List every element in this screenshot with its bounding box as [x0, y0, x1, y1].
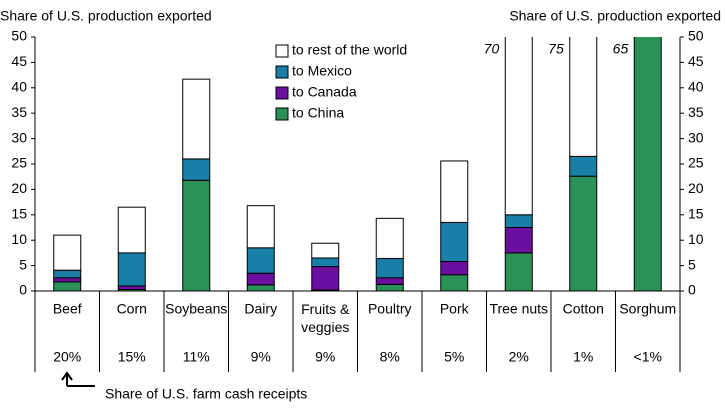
legend-swatch — [275, 44, 289, 58]
total-label: 65 — [613, 41, 629, 57]
receipt-share: 1% — [573, 349, 593, 365]
legend-label: to Mexico — [292, 63, 352, 79]
y2-tick-label: 40 — [688, 79, 704, 95]
bar-segment — [504, 227, 533, 254]
bar-segment — [117, 285, 146, 290]
x-tick-label: Fruits & veggies — [301, 301, 350, 335]
x-tick-label: Poultry — [368, 301, 412, 317]
bar-segment — [117, 206, 146, 254]
bar-segment — [182, 179, 211, 291]
legend-swatch — [275, 86, 289, 100]
y-tick-label: 30 — [11, 129, 27, 145]
bar-segment — [504, 252, 533, 291]
y-tick-label: 5 — [19, 256, 27, 272]
receipt-share: 9% — [251, 349, 271, 365]
bar-segment — [246, 284, 275, 291]
bar-segment — [311, 266, 340, 291]
y2-tick-label: 10 — [688, 231, 704, 247]
y-tick-label: 45 — [11, 53, 27, 69]
bar-segment — [375, 217, 404, 259]
x-tick-label: Sorghum — [619, 301, 676, 317]
bar-segment — [246, 247, 275, 274]
legend-label: to rest of the world — [292, 42, 407, 58]
receipt-share: 5% — [444, 349, 464, 365]
bar-segment — [117, 252, 146, 287]
bar-segment — [182, 78, 211, 160]
y-tick-label: 25 — [11, 155, 27, 171]
bar-segment — [504, 214, 533, 229]
y2-tick-label: 20 — [688, 180, 704, 196]
y2-tick-label: 50 — [688, 28, 704, 44]
y2-tick-label: 15 — [688, 206, 704, 222]
bar-segment — [569, 175, 598, 291]
y2-axis-title: Share of U.S. production exported — [509, 8, 721, 24]
y2-tick-label: 25 — [688, 155, 704, 171]
x-tick-label: Tree nuts — [489, 301, 548, 317]
y-tick-label: 50 — [11, 28, 27, 44]
y-tick-label: 40 — [11, 79, 27, 95]
x-tick-label: Cotton — [563, 301, 604, 317]
x-tick-label: Corn — [117, 301, 147, 317]
y-tick-label: 20 — [11, 180, 27, 196]
bar-segment — [633, 37, 662, 291]
receipt-share: 8% — [380, 349, 400, 365]
bar-segment — [375, 257, 404, 279]
total-label: 70 — [484, 41, 500, 57]
y2-tick-label: 30 — [688, 129, 704, 145]
legend-label: to Canada — [292, 84, 357, 100]
legend-swatch — [275, 65, 289, 79]
y-axis-title: Share of U.S. production exported — [0, 8, 212, 24]
bar-segment — [440, 274, 469, 291]
receipt-share: 15% — [118, 349, 146, 365]
bar-segment — [569, 155, 598, 177]
receipt-share: 9% — [315, 349, 335, 365]
x-tick-label: Soybeans — [165, 301, 227, 317]
bar-segment — [53, 281, 82, 291]
legend-swatch — [275, 107, 289, 121]
bar-segment — [246, 272, 275, 286]
bar-segment — [311, 257, 340, 268]
bar-segment — [182, 158, 211, 181]
bar-segment — [53, 269, 82, 279]
bar-segment — [440, 221, 469, 263]
bar-segment — [375, 277, 404, 285]
receipt-share: 11% — [183, 349, 210, 365]
bar-segment — [440, 160, 469, 223]
x-tick-label: Beef — [53, 301, 82, 317]
bar-segment — [504, 37, 533, 216]
bar-segment — [375, 283, 404, 291]
bars — [53, 37, 662, 291]
note-arrow — [61, 371, 95, 387]
receipt-share: 20% — [53, 349, 81, 365]
y-tick-label: 35 — [11, 104, 27, 120]
y-tick-label: 0 — [19, 282, 27, 298]
bar-segment — [311, 242, 340, 259]
y2-tick-label: 35 — [688, 104, 704, 120]
bar-segment — [53, 234, 82, 271]
legend-label: to China — [292, 105, 344, 121]
x-tick-label: Dairy — [244, 301, 277, 317]
receipt-note: Share of U.S. farm cash receipts — [105, 386, 307, 402]
y-tick-label: 10 — [11, 231, 27, 247]
bar-segment — [440, 261, 469, 276]
total-label: 75 — [548, 41, 564, 57]
receipt-share: 2% — [509, 349, 529, 365]
bar-segment — [569, 37, 598, 157]
x-tick-label: Pork — [440, 301, 470, 317]
y2-tick-label: 45 — [688, 53, 704, 69]
bar-segment — [53, 277, 82, 283]
y2-tick-label: 0 — [688, 282, 696, 298]
bar-segment — [246, 205, 275, 249]
y-tick-label: 15 — [11, 206, 27, 222]
receipt-share: <1% — [634, 349, 662, 365]
y2-tick-label: 5 — [688, 256, 696, 272]
